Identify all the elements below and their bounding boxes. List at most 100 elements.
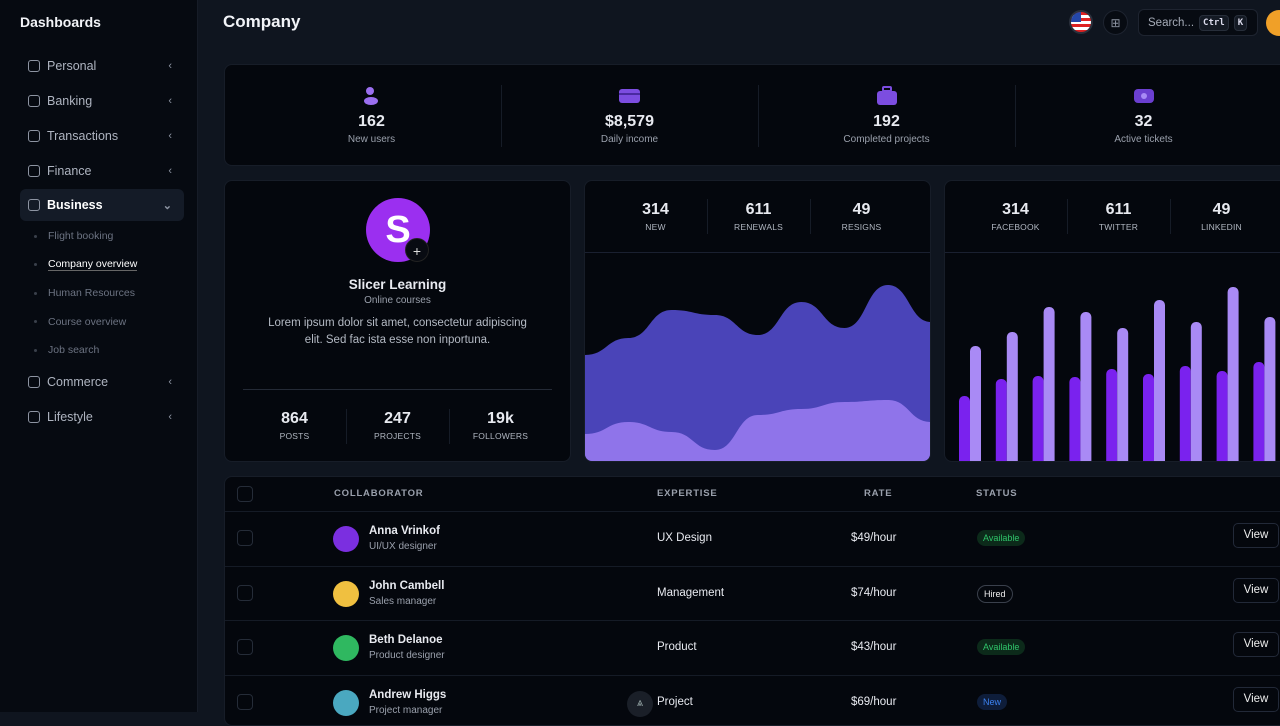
expertise: Product — [657, 641, 697, 653]
avatar — [333, 635, 359, 661]
label: Personal — [47, 59, 96, 73]
label: RESIGNS — [810, 222, 913, 232]
sidebar-item-transactions[interactable]: Transactions‹ — [20, 118, 184, 153]
table-row: Anna Vrinkof UI/UX designer UX Design $4… — [225, 511, 1280, 566]
label: FACEBOOK — [964, 222, 1067, 232]
apps-grid-icon[interactable]: ⊞ — [1103, 10, 1128, 35]
value: 49 — [1170, 201, 1273, 219]
page-title: Company — [223, 12, 300, 32]
kbd-ctrl: Ctrl — [1199, 15, 1229, 31]
briefcase-icon — [876, 85, 898, 107]
us-flag-icon[interactable] — [1069, 10, 1093, 34]
value: 611 — [707, 201, 810, 219]
view-button[interactable]: View — [1233, 632, 1279, 657]
expertise: Project — [657, 696, 693, 708]
bar — [1007, 332, 1018, 462]
sidebar-sub-flight-booking[interactable]: Flight booking — [20, 222, 184, 251]
user-avatar[interactable] — [1266, 10, 1280, 36]
chevron-left-icon: ‹ — [168, 130, 172, 142]
sidebar-item-personal[interactable]: Personal‹ — [20, 48, 184, 83]
users-icon — [361, 85, 383, 107]
search-placeholder: Search... — [1148, 17, 1194, 29]
header-expertise[interactable]: EXPERTISE — [657, 477, 718, 511]
value: 611 — [1067, 201, 1170, 219]
profile-stat-projects: 247 PROJECTS — [346, 410, 449, 441]
label: Banking — [47, 94, 92, 108]
label: Human Resources — [48, 287, 135, 299]
store-icon — [28, 376, 40, 388]
row-checkbox[interactable] — [237, 639, 253, 655]
bar — [1180, 366, 1191, 462]
label: POSTS — [243, 431, 346, 441]
bar — [1154, 300, 1165, 462]
card-upload-icon — [619, 85, 641, 107]
header-collaborator[interactable]: COLLABORATOR — [334, 477, 423, 511]
label: PROJECTS — [346, 431, 449, 441]
nuxt-devtools-icon[interactable]: ⩓ — [627, 691, 653, 717]
stat-label: Active tickets — [1015, 134, 1272, 145]
bar — [1191, 322, 1202, 462]
bar — [1117, 328, 1128, 462]
sidebar-sub-course-overview[interactable]: Course overview — [20, 308, 184, 337]
bar — [1143, 374, 1154, 462]
collaborator-name: Andrew Higgs — [369, 689, 446, 701]
bullet — [34, 235, 37, 238]
header-status[interactable]: STATUS — [976, 477, 1017, 511]
table-row: Andrew Higgs Project manager Project $69… — [225, 675, 1280, 726]
briefcase-icon — [28, 199, 40, 211]
stat-new: 314 NEW — [604, 201, 707, 232]
value: 314 — [964, 201, 1067, 219]
rate: $69/hour — [851, 696, 896, 708]
label: NEW — [604, 222, 707, 232]
bar — [1033, 376, 1044, 462]
bar — [970, 346, 981, 462]
sidebar: Dashboards Personal‹ Banking‹ Transactio… — [0, 0, 198, 712]
value: 314 — [604, 201, 707, 219]
sidebar-item-business[interactable]: Business⌄ — [20, 189, 184, 221]
chevron-left-icon: ‹ — [168, 376, 172, 388]
bar — [996, 379, 1007, 462]
sidebar-nav: Personal‹ Banking‹ Transactions‹ Finance… — [20, 48, 184, 435]
expertise: Management — [657, 587, 724, 599]
area-chart — [585, 253, 931, 462]
row-checkbox[interactable] — [237, 694, 253, 710]
row-checkbox[interactable] — [237, 530, 253, 546]
header-rate[interactable]: RATE — [864, 477, 892, 511]
bullet — [34, 292, 37, 295]
company-description: Lorem ipsum dolor sit amet, consectetur … — [265, 315, 530, 349]
view-button[interactable]: View — [1233, 523, 1279, 548]
collaborators-table: COLLABORATOR EXPERTISE RATE STATUS Anna … — [224, 476, 1280, 726]
sidebar-item-lifestyle[interactable]: Lifestyle‹ — [20, 400, 184, 435]
row-checkbox[interactable] — [237, 585, 253, 601]
sidebar-item-commerce[interactable]: Commerce‹ — [20, 365, 184, 400]
add-button[interactable]: + — [405, 238, 429, 262]
status-badge: New — [977, 694, 1007, 710]
view-button[interactable]: View — [1233, 687, 1279, 712]
view-button[interactable]: View — [1233, 578, 1279, 603]
sidebar-title: Dashboards — [20, 14, 101, 30]
label: Flight booking — [48, 230, 113, 242]
sidebar-item-banking[interactable]: Banking‹ — [20, 83, 184, 118]
value: 247 — [346, 410, 449, 428]
bar — [1264, 317, 1275, 462]
bullet — [34, 263, 37, 266]
bullet — [34, 349, 37, 352]
stat-label: Completed projects — [758, 134, 1015, 145]
select-all-checkbox[interactable] — [237, 486, 253, 502]
sidebar-sub-company-overview[interactable]: Company overview — [20, 251, 184, 280]
sidebar-sub-job-search[interactable]: Job search — [20, 336, 184, 365]
sidebar-item-finance[interactable]: Finance‹ — [20, 153, 184, 188]
ticket-icon — [1133, 85, 1155, 107]
chart-icon — [28, 165, 40, 177]
stat-value: 162 — [243, 113, 500, 131]
label: Finance — [47, 164, 91, 178]
collaborator-role: Product designer — [369, 650, 445, 661]
collaborator-name: John Cambell — [369, 580, 444, 592]
sidebar-sub-human-resources[interactable]: Human Resources — [20, 279, 184, 308]
